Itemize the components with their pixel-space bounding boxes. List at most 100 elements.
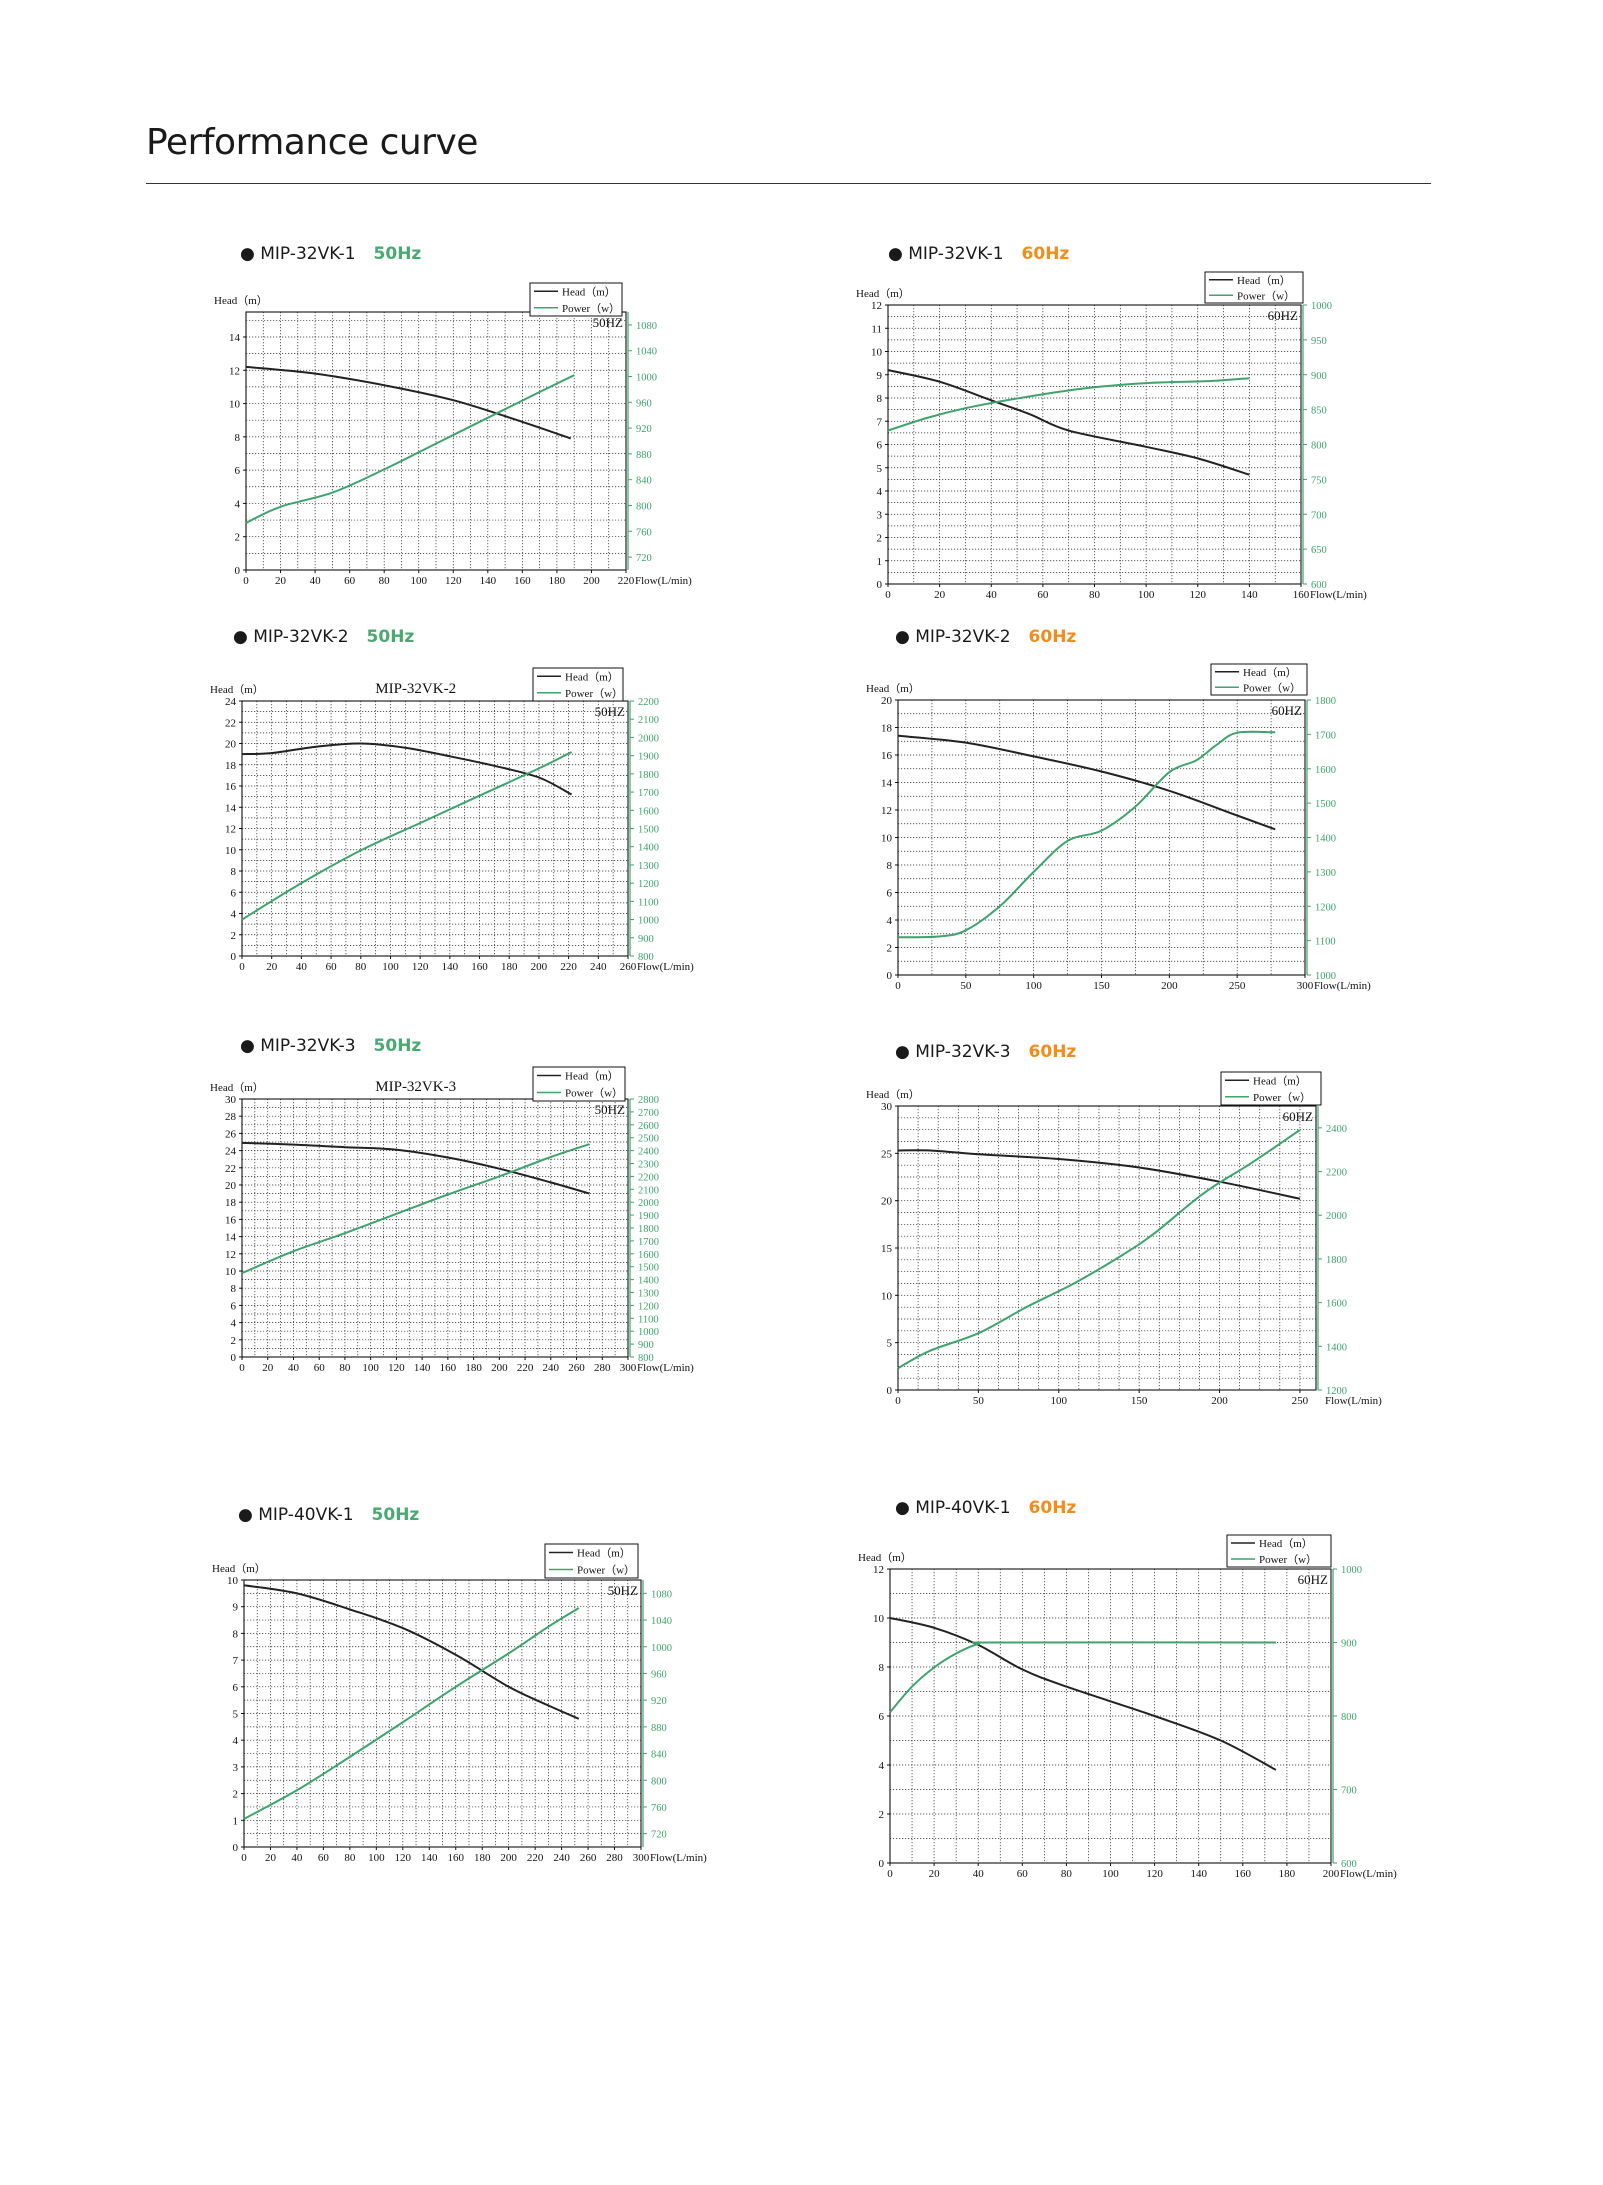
x-tick-label: 100 [382,961,399,973]
chart-frequency-label: 50Hz [373,244,422,264]
y2-tick-label: 880 [651,1723,667,1734]
y2-tick-label: 1500 [1315,799,1336,810]
x-tick-label: 200 [1323,1868,1340,1880]
y-tick-label: 26 [225,1128,237,1140]
y2-tick-label: 2700 [638,1108,659,1119]
x-tick-label: 180 [474,1852,491,1864]
y-axis-label: Head（m） [858,1551,912,1564]
x-tick-label: 140 [1190,1868,1207,1880]
x-tick-label: 0 [241,1852,247,1864]
performance-chart: 0 50 100 150 200 250 Flow(L/min)051015202530He… [866,1071,1382,1407]
grid [241,700,629,957]
legend-box [1226,1534,1332,1568]
y2-tick-label: 800 [651,1776,667,1787]
y-tick-label: 25 [881,1148,893,1160]
legend: Head（m） Power（w） [529,282,623,317]
x-tick-label: 0 [895,1395,901,1407]
x-tick-label: 140 [480,575,497,587]
legend: Head（m） Power（w） [1226,1534,1332,1568]
y-tick-label: 16 [225,781,237,793]
x-tick-label: 200 [1211,1395,1228,1407]
chart-model-label: MIP-40VK-1 [915,1498,1011,1518]
y-tick-label: 4 [231,909,237,921]
x-tick-label: 200 [500,1852,517,1864]
legend-box [1204,271,1304,304]
y-tick-label: 5 [233,1709,239,1721]
y-tick-label: 10 [225,1266,237,1278]
y2-tick-label: 700 [1311,510,1327,521]
y2-tick-label: 1800 [638,770,659,781]
performance-chart: 0 20 40 60 80 100 120 140 160 180 200 220 Flow(L/min… [214,282,692,587]
x-tick-label: 60 [1017,1868,1029,1880]
y2-tick-label: 800 [636,502,652,513]
y-tick-label: 0 [877,579,883,591]
chart-frequency-label: 60Hz [1021,244,1070,264]
x-tick-label: 60 [344,575,356,587]
y-tick-label: 12 [225,1249,236,1261]
x-tick-label: 100 [410,575,427,587]
y2-tick-label: 950 [1311,336,1327,347]
x-tick-label: 80 [1089,589,1101,601]
y-tick-label: 20 [225,1180,237,1192]
legend-label: Head（m） [562,285,616,298]
legend-label: Power（w） [565,687,623,700]
y-tick-label: 12 [881,805,892,817]
y2-tick-label: 2400 [638,1147,659,1158]
x-tick-label: 150 [1093,980,1110,992]
y-axis-label: Head（m） [866,682,920,695]
y-tick-label: 7 [233,1655,239,1667]
y-tick-label: 4 [233,1735,239,1747]
y-tick-label: 16 [225,1214,237,1226]
y-tick-label: 3 [877,509,883,521]
plot-frame [241,1098,629,1358]
y2-tick-label: 2600 [638,1121,659,1132]
x-tick-label: 140 [1241,589,1258,601]
y-tick-label: 10 [881,1290,893,1302]
y2-tick-label: 1400 [1315,834,1336,845]
chart-model-label: MIP-32VK-1 [260,244,356,264]
y-tick-label: 0 [887,1385,893,1397]
chart-title: MIP-32VK-2 [375,681,456,697]
y2-tick-label: 1000 [638,1327,659,1338]
y-axis-label: Head（m） [214,294,268,307]
y-tick-label: 6 [233,1682,239,1694]
y2-tick-label: 840 [636,476,652,487]
head-curve [897,734,1276,831]
y-tick-label: 0 [235,565,241,577]
x-tick-label: 120 [445,575,462,587]
x-tick-label: 250 [1292,1395,1309,1407]
y2-tick-label: 1000 [1315,971,1336,982]
chart-heading: ● MIP-32VK-1 50Hz [240,244,422,264]
x-tick-label: 40 [296,961,308,973]
x-tick-label: 240 [590,961,607,973]
x-tick-label: 20 [266,961,278,973]
x-tick-label: 240 [543,1362,560,1374]
head-curve [889,1617,1277,1771]
power-curve [897,730,1276,939]
y-tick-label: 10 [873,1613,885,1625]
y-tick-label: 10 [225,845,237,857]
x-tick-label: 60 [318,1852,330,1864]
y2-tick-label: 1400 [638,843,659,854]
y-tick-label: 5 [887,1338,893,1350]
legend-box [544,1543,639,1579]
x-tick-label: 100 [368,1852,385,1864]
y2-tick-label: 1000 [1341,1565,1362,1576]
hz-label: 50HZ [593,315,623,330]
y2-tick-label: 1200 [638,879,659,890]
y-tick-label: 10 [881,833,893,845]
x-tick-label: 60 [1037,589,1049,601]
x-tick-label: 0 [887,1868,893,1880]
chart-heading: ● MIP-32VK-1 60Hz [888,244,1070,264]
legend: Head（m） Power（w） [532,667,624,702]
chart-title: MIP-32VK-3 [375,1079,456,1095]
y2-tick-label: 1000 [638,916,659,927]
x-tick-label: 220 [618,575,635,587]
x-axis-label: Flow(L/min) [1310,589,1367,601]
y2-tick-label: 2000 [638,733,659,744]
x-axis-label: Flow(L/min) [637,961,694,973]
x-tick-label: 80 [344,1852,356,1864]
legend: Head（m） Power（w） [1210,663,1308,696]
x-tick-label: 160 [447,1852,464,1864]
legend-label: Head（m） [577,1547,631,1560]
